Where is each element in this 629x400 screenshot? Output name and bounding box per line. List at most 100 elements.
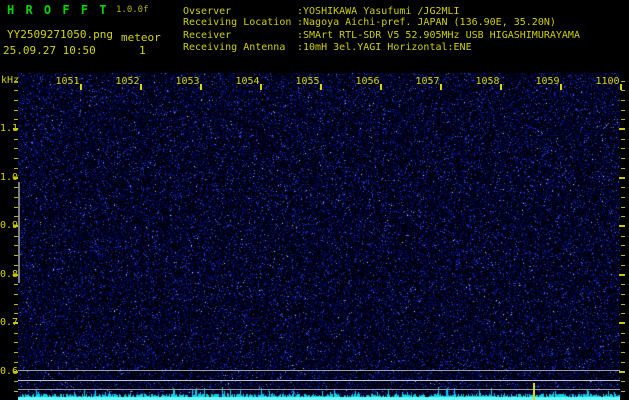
y-minor-tick <box>14 352 18 354</box>
x-tick-mark <box>559 84 562 90</box>
y-minor-tick <box>14 119 18 121</box>
y-minor-tick-right <box>621 381 625 383</box>
info-row-value: :Nagoya Aichi-pref. JAPAN (136.90E, 35.2… <box>297 17 556 29</box>
x-tick-label: 1059 <box>535 76 560 87</box>
y-minor-tick-right <box>621 264 625 266</box>
info-row: Receiver:SMArt RTL-SDR V5 52.905MHz USB … <box>183 30 580 41</box>
info-row-value: :10mH 3el.YAGI Horizontal:ENE <box>297 41 472 53</box>
y-minor-tick-right <box>621 303 625 305</box>
y-minor-tick-right <box>621 158 625 160</box>
x-tick-mark <box>379 84 382 90</box>
y-minor-tick-right <box>621 196 625 198</box>
output-filename-label: YY2509271050.png <box>7 28 113 41</box>
info-row-label: Receiver <box>183 30 232 42</box>
y-minor-tick <box>14 361 18 363</box>
baseline-grid-line <box>18 389 620 390</box>
version-label: 1.0.0f <box>116 5 149 15</box>
y-minor-tick <box>14 216 18 218</box>
y-minor-tick <box>14 158 18 160</box>
x-tick-mark <box>439 84 442 90</box>
y-minor-tick <box>14 148 18 150</box>
info-row-value: :YOSHIKAWA Yasufumi /JG2MLI <box>297 6 460 17</box>
y-major-tick <box>13 273 18 276</box>
y-major-tick-right <box>619 370 625 373</box>
x-tick-label: 1100 <box>595 76 620 87</box>
y-minor-tick <box>14 167 18 169</box>
y-minor-tick <box>14 235 18 237</box>
y-minor-tick <box>14 381 18 383</box>
y-minor-tick-right <box>621 245 625 247</box>
x-tick-mark <box>199 84 202 90</box>
y-minor-tick-right <box>621 90 625 92</box>
y-minor-tick-right <box>621 109 625 111</box>
y-minor-tick <box>14 255 18 257</box>
y-major-tick <box>13 370 18 373</box>
y-major-tick <box>13 176 18 179</box>
y-tick-label: 0.9 <box>0 220 19 231</box>
x-tick-label: 1058 <box>475 76 500 87</box>
y-major-tick-right <box>619 176 625 179</box>
y-minor-tick-right <box>621 293 625 295</box>
y-minor-tick <box>14 284 18 286</box>
y-minor-tick-right <box>621 187 625 189</box>
x-tick-label: 1057 <box>415 76 440 87</box>
y-minor-tick-right <box>621 342 625 344</box>
y-axis-unit-label: kHz <box>1 75 20 86</box>
y-minor-tick <box>14 196 18 198</box>
y-minor-tick <box>14 109 18 111</box>
y-minor-tick-right <box>621 332 625 334</box>
x-tick-mark <box>499 84 502 90</box>
info-row-label: Receiving Antenna <box>183 41 286 53</box>
y-minor-tick-right <box>621 148 625 150</box>
y-major-tick-right <box>619 128 625 130</box>
y-minor-tick <box>14 138 18 140</box>
y-minor-tick-right <box>621 99 625 101</box>
x-tick-label: 1056 <box>355 76 380 87</box>
y-minor-tick-right <box>621 138 625 140</box>
y-minor-tick-right <box>621 206 625 208</box>
y-major-tick <box>13 225 18 227</box>
station-info-block: Ovserver:YOSHIKAWA Yasufumi /JG2MLI Recei… <box>183 6 580 53</box>
meteor-count-label: 1 <box>139 44 146 57</box>
y-tick-label: 1.1 <box>0 123 19 134</box>
x-tick-mark <box>619 84 622 90</box>
y-minor-tick <box>14 264 18 266</box>
y-tick-label: 0.6 <box>0 365 19 377</box>
info-row-label: Ovserver <box>183 6 232 17</box>
y-minor-tick <box>14 390 18 392</box>
info-row-label: Receiving Location <box>183 17 292 29</box>
y-minor-tick <box>14 99 18 101</box>
y-major-tick-right <box>619 225 625 227</box>
y-major-tick-right <box>619 322 625 324</box>
y-tick-label: 0.7 <box>0 317 19 328</box>
y-minor-tick <box>14 313 18 315</box>
x-tick-mark <box>139 84 142 90</box>
y-minor-tick-right <box>621 80 625 82</box>
x-tick-label: 1054 <box>235 76 260 87</box>
y-minor-tick <box>14 90 18 92</box>
y-minor-tick <box>14 80 18 82</box>
y-minor-tick <box>14 303 18 305</box>
y-minor-tick-right <box>621 361 625 363</box>
info-row: Receiving Location :Nagoya Aichi-pref. JA… <box>183 17 580 28</box>
y-minor-tick-right <box>621 313 625 315</box>
y-minor-tick <box>14 332 18 334</box>
y-minor-tick-right <box>621 390 625 392</box>
y-minor-tick <box>14 245 18 247</box>
y-minor-tick <box>14 206 18 208</box>
x-tick-label: 1051 <box>55 76 80 87</box>
y-minor-tick-right <box>621 255 625 257</box>
mode-label: meteor <box>121 31 161 44</box>
app-title: H R O F F T <box>7 3 109 17</box>
baseline-grid-line <box>18 370 620 371</box>
x-tick-label: 1052 <box>115 76 140 87</box>
y-tick-label: 0.8 <box>0 268 19 280</box>
y-minor-tick-right <box>621 235 625 237</box>
y-minor-tick-right <box>621 352 625 354</box>
y-minor-tick <box>14 342 18 344</box>
y-minor-tick-right <box>621 284 625 286</box>
baseline-grid-line <box>18 380 620 381</box>
x-tick-mark <box>319 84 322 90</box>
info-row: Ovserver :YOSHIKAWA Yasufumi /JG2MLI <box>183 6 580 17</box>
